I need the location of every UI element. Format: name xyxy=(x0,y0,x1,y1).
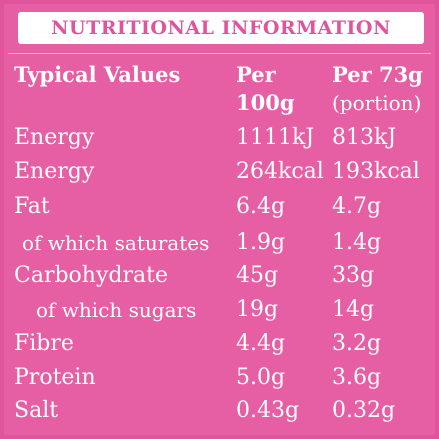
header-divider xyxy=(8,53,431,54)
row-value-saturates-portion: 1.4g xyxy=(332,230,382,255)
row-value-energy-kcal-portion: 193kcal xyxy=(332,159,420,184)
header-per-100g-line2: 100g xyxy=(236,90,295,115)
row-label-fat: Fat xyxy=(14,194,50,219)
row-label-saturates: of which saturates xyxy=(22,231,210,255)
row-value-energy-kcal-per100g: 264kcal xyxy=(236,159,324,184)
row-value-protein-portion: 3.6g xyxy=(332,365,382,390)
row-value-saturates-per100g: 1.9g xyxy=(236,230,286,255)
row-label-energy-kj: Energy xyxy=(14,125,95,150)
row-value-fibre-per100g: 4.4g xyxy=(236,331,286,356)
row-value-salt-portion: 0.32g xyxy=(332,398,396,423)
header-typical-values: Typical Values xyxy=(14,62,181,87)
row-value-energy-kj-portion: 813kJ xyxy=(332,125,397,150)
row-label-protein: Protein xyxy=(14,365,96,390)
row-value-protein-per100g: 5.0g xyxy=(236,365,286,390)
row-value-fat-per100g: 6.4g xyxy=(236,194,286,219)
row-label-fibre: Fibre xyxy=(14,331,74,356)
row-value-sugars-portion: 14g xyxy=(332,297,375,322)
panel-title: NUTRITIONAL INFORMATION xyxy=(51,17,391,39)
row-label-salt: Salt xyxy=(14,398,59,423)
row-label-carbohydrate: Carbohydrate xyxy=(14,263,168,288)
title-banner xyxy=(18,12,424,44)
row-value-fibre-portion: 3.2g xyxy=(332,331,382,356)
row-label-sugars: of which sugars xyxy=(36,298,197,322)
row-value-salt-per100g: 0.43g xyxy=(236,398,300,423)
row-value-carbohydrate-per100g: 45g xyxy=(236,263,279,288)
header-per-portion-line1: Per 73g xyxy=(332,62,423,87)
row-value-carbohydrate-portion: 33g xyxy=(332,263,375,288)
header-per-portion-line2: (portion) xyxy=(332,91,422,115)
row-label-energy-kcal: Energy xyxy=(14,159,95,184)
row-value-energy-kj-per100g: 1111kJ xyxy=(236,125,315,150)
nutrition-panel xyxy=(4,4,435,435)
header-per-100g-line1: Per xyxy=(236,62,276,87)
row-value-fat-portion: 4.7g xyxy=(332,194,382,219)
row-value-sugars-per100g: 19g xyxy=(236,297,279,322)
